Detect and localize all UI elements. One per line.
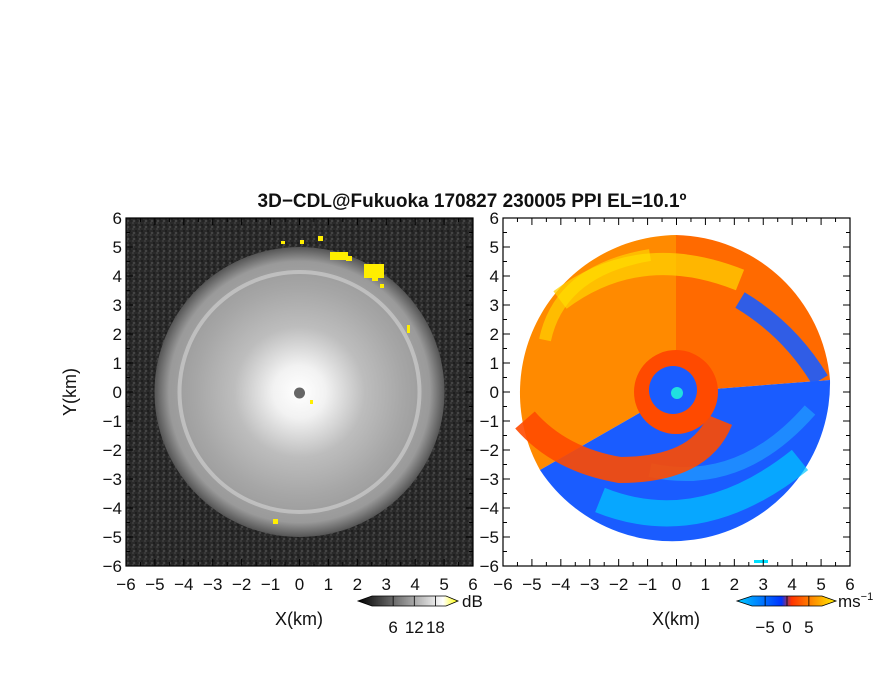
y-tick-label: 1 — [113, 354, 122, 373]
y-tick-label: −5 — [103, 528, 122, 547]
left-y-tick-labels: 6 5 4 3 2 1 0 −1 −2 −3 −4 −5 −6 — [103, 209, 122, 576]
colorbar-tick-label: 0 — [782, 618, 791, 637]
x-tick-label: −4 — [174, 575, 193, 594]
x-tick-label: −6 — [493, 575, 512, 594]
x-tick-label: 6 — [845, 575, 854, 594]
x-tick-label: −1 — [261, 575, 280, 594]
right-colorbar-tick-labels: −5 0 5 — [755, 618, 813, 637]
x-tick-label: 3 — [382, 575, 391, 594]
left-colorbar-tick-labels: 6 12 18 — [388, 618, 444, 637]
right-axis-ticks — [502, 217, 851, 567]
figure-title: 3D−CDL@Fukuoka 170827 230005 PPI EL=10.1… — [258, 191, 687, 212]
x-tick-label: 4 — [410, 575, 419, 594]
x-tick-label: 1 — [701, 575, 710, 594]
x-tick-label: −4 — [551, 575, 570, 594]
x-tick-label: −1 — [638, 575, 657, 594]
x-tick-label: −6 — [116, 575, 135, 594]
x-tick-label: −2 — [232, 575, 251, 594]
left-panel: −6 −5 −4 −3 −2 −1 0 1 2 3 4 5 6 6543210−1−2−3−4−5−6 … — [60, 209, 478, 629]
left-axis-ticks — [125, 217, 474, 567]
right-colorbar: −5 0 5 ms−1 — [735, 591, 873, 637]
y-tick-label: −1 — [480, 412, 499, 431]
colorbar-tick-label: −5 — [755, 618, 774, 637]
right-center-marker — [671, 387, 683, 399]
x-tick-label: 4 — [787, 575, 796, 594]
y-tick-label: 0 — [490, 383, 499, 402]
colorbar-tick-label: 5 — [804, 618, 813, 637]
y-tick-label: 5 — [113, 238, 122, 257]
left-colorbar-unit: dB — [462, 592, 483, 611]
y-tick-label: 6 — [490, 209, 499, 228]
x-tick-label: −5 — [145, 575, 164, 594]
y-tick-label: −3 — [103, 470, 122, 489]
x-tick-label: 5 — [439, 575, 448, 594]
y-tick-label: −1 — [103, 412, 122, 431]
right-colorbar-ticks — [764, 596, 810, 606]
x-tick-label: −5 — [522, 575, 541, 594]
y-tick-label: −2 — [103, 441, 122, 460]
left-center-marker — [294, 387, 305, 399]
y-tick-label: 0 — [113, 383, 122, 402]
x-tick-label: 3 — [759, 575, 768, 594]
y-tick-label: −5 — [480, 528, 499, 547]
left-x-axis-label: X(km) — [275, 609, 323, 629]
right-cyan-speck — [754, 560, 768, 563]
left-colorbar: 6 12 18 dB — [356, 592, 483, 637]
y-tick-label: 5 — [490, 238, 499, 257]
right-x-tick-labels: −6 −5 −4 −3 −2 −1 0 1 2 3 4 5 6 — [493, 575, 854, 594]
x-tick-label: 5 — [816, 575, 825, 594]
y-tick-label: −4 — [103, 499, 122, 518]
y-tick-label: 3 — [490, 296, 499, 315]
x-tick-label: −3 — [580, 575, 599, 594]
right-echo-red-spiral — [515, 411, 733, 484]
y-tick-label: −6 — [480, 557, 499, 576]
colorbar-tick-label: 6 — [388, 618, 397, 637]
y-tick-label: 4 — [490, 267, 499, 286]
x-tick-label: −2 — [609, 575, 628, 594]
y-tick-label: −3 — [480, 470, 499, 489]
left-y-axis-label: Y(km) — [60, 368, 80, 416]
right-x-axis-label: X(km) — [652, 609, 700, 629]
right-colorbar-unit-base: ms — [838, 592, 861, 611]
right-plot-area — [503, 218, 850, 566]
x-tick-label: 0 — [295, 575, 304, 594]
right-echo-cyan-band — [595, 449, 809, 527]
y-tick-label: −6 — [103, 557, 122, 576]
y-tick-label: 3 — [113, 296, 122, 315]
left-echo-ring — [177, 270, 422, 514]
right-colorbar-unit-exp: −1 — [861, 591, 874, 603]
x-tick-label: 6 — [468, 575, 477, 594]
left-plot-area — [126, 218, 473, 566]
y-tick-label: 1 — [490, 354, 499, 373]
right-colorbar-unit: ms−1 — [838, 591, 873, 611]
left-yellow-echoes — [273, 236, 410, 524]
y-tick-label: −4 — [480, 499, 499, 518]
y-tick-label: 4 — [113, 267, 122, 286]
colorbar-tick-label: 12 — [405, 618, 424, 637]
x-tick-label: 1 — [324, 575, 333, 594]
y-tick-label: −2 — [480, 441, 499, 460]
left-colorbar-ticks — [392, 596, 436, 606]
left-colorbar-bar — [356, 595, 460, 607]
colorbar-tick-label: 18 — [426, 618, 445, 637]
right-y-tick-labels: 6 5 4 3 2 1 0 −1 −2 −3 −4 −5 −6 — [480, 209, 499, 576]
y-tick-label: 6 — [113, 209, 122, 228]
y-tick-label: 2 — [490, 325, 499, 344]
x-tick-label: 2 — [730, 575, 739, 594]
x-tick-label: 2 — [353, 575, 362, 594]
left-x-tick-labels: −6 −5 −4 −3 −2 −1 0 1 2 3 4 5 6 — [116, 575, 477, 594]
y-tick-label: 2 — [113, 325, 122, 344]
right-panel: −6 −5 −4 −3 −2 −1 0 1 2 3 4 5 6 6543210−1−2−3−4−5−6 … — [480, 209, 855, 629]
x-tick-label: −3 — [203, 575, 222, 594]
right-colorbar-bar — [735, 595, 838, 607]
x-tick-label: 0 — [672, 575, 681, 594]
